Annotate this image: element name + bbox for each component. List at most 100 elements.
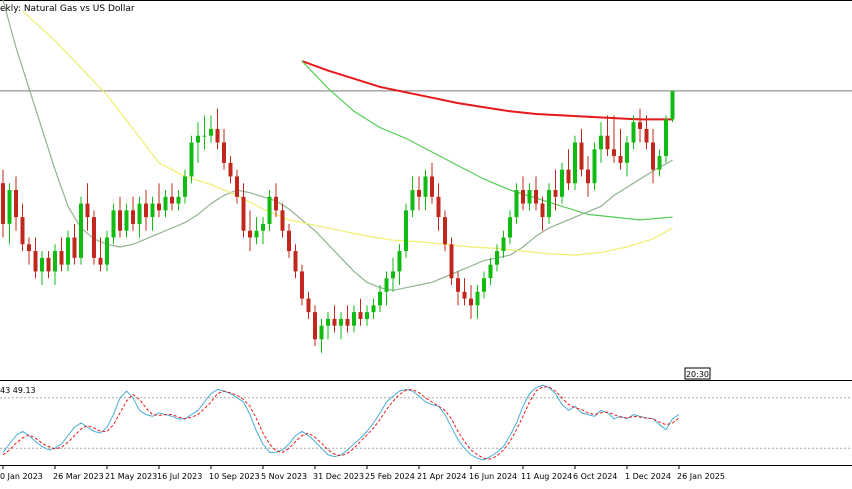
candle-body bbox=[397, 251, 402, 272]
candle-body bbox=[560, 169, 564, 197]
candle bbox=[579, 128, 584, 177]
candle bbox=[248, 210, 252, 252]
candle bbox=[20, 203, 25, 252]
candle bbox=[365, 305, 369, 326]
candle-body bbox=[644, 128, 649, 143]
candle-body bbox=[124, 210, 129, 231]
candle-body bbox=[534, 190, 538, 204]
time-badge-box bbox=[684, 367, 711, 380]
candle bbox=[339, 312, 343, 340]
x-axis-tick-label: 31 Dec 2023 bbox=[313, 472, 364, 481]
moving-average-line-red bbox=[301, 60, 673, 121]
candle bbox=[222, 128, 226, 170]
candle-body bbox=[118, 210, 122, 231]
candle-body bbox=[196, 135, 200, 143]
candle-body bbox=[566, 169, 571, 184]
candle bbox=[475, 285, 480, 319]
candle-body bbox=[261, 223, 265, 231]
candle bbox=[326, 312, 330, 340]
candle bbox=[378, 285, 382, 313]
candle-body bbox=[436, 196, 441, 218]
candle-body bbox=[527, 190, 532, 204]
candle-body bbox=[202, 135, 207, 137]
candle bbox=[514, 183, 519, 224]
candle bbox=[131, 196, 135, 231]
candle bbox=[547, 183, 551, 224]
candle-body bbox=[430, 176, 434, 197]
candle-body bbox=[345, 318, 350, 326]
x-axis-tick-label: 16 Jul 2023 bbox=[157, 472, 202, 481]
candle-body bbox=[618, 156, 623, 163]
stochastic-pane[interactable]: 43 49.13 bbox=[0, 384, 852, 466]
candle bbox=[631, 115, 636, 150]
candle-body bbox=[7, 190, 12, 224]
candle bbox=[384, 271, 389, 306]
x-axis-tick-label: 6 Oct 2024 bbox=[573, 472, 617, 481]
candle-body bbox=[664, 119, 668, 157]
candle-body bbox=[241, 196, 246, 231]
candle-body bbox=[319, 325, 324, 340]
candle bbox=[27, 237, 31, 265]
time-badge: 20:30 bbox=[684, 367, 711, 380]
candle bbox=[430, 162, 434, 204]
candle bbox=[306, 291, 311, 319]
candle bbox=[638, 108, 642, 143]
candle bbox=[235, 169, 239, 204]
candle bbox=[332, 305, 337, 333]
x-axis-tick-label: 1 Dec 2024 bbox=[625, 472, 671, 481]
candle bbox=[118, 196, 122, 238]
candle bbox=[534, 176, 538, 211]
candle-body bbox=[365, 312, 369, 319]
candle-body bbox=[495, 251, 499, 265]
candle-body bbox=[306, 298, 311, 313]
moving-average-line-green bbox=[301, 60, 673, 221]
candle-body bbox=[378, 291, 382, 306]
candle-body bbox=[14, 190, 18, 218]
candle bbox=[241, 183, 246, 238]
candle bbox=[33, 237, 38, 279]
x-axis-tick-label: 5 Nov 2023 bbox=[261, 472, 307, 481]
candle bbox=[612, 115, 616, 163]
candle-body bbox=[501, 237, 506, 252]
candle-body bbox=[404, 210, 408, 252]
candle bbox=[59, 237, 64, 272]
candle bbox=[495, 244, 499, 272]
candle bbox=[137, 196, 142, 238]
moving-average-line-yellow bbox=[22, 10, 673, 256]
candle bbox=[482, 271, 486, 299]
candle bbox=[254, 217, 259, 245]
x-axis-tick-label: 21 Apr 2024 bbox=[417, 472, 466, 481]
x-axis-tick-label: 16 Jun 2024 bbox=[469, 472, 517, 481]
main-price-pane[interactable]: ekly: Natural Gas vs US Dollar 20:30 bbox=[0, 0, 852, 381]
candle-body bbox=[631, 122, 636, 143]
candle bbox=[293, 244, 298, 279]
candle-body bbox=[92, 217, 96, 258]
candle-body bbox=[66, 237, 70, 265]
candle bbox=[566, 149, 571, 190]
candle bbox=[157, 183, 161, 218]
candle bbox=[371, 298, 376, 319]
candle bbox=[358, 298, 363, 326]
stochastic-main-line bbox=[2, 384, 680, 461]
candle bbox=[124, 203, 129, 238]
candle-body bbox=[98, 257, 103, 265]
candle bbox=[436, 183, 441, 231]
candle-body bbox=[150, 203, 155, 218]
candle bbox=[170, 183, 174, 211]
candle bbox=[644, 115, 649, 150]
candle bbox=[345, 305, 350, 333]
candle bbox=[53, 244, 57, 285]
candle-body bbox=[53, 251, 57, 272]
x-axis-tick-label: 21 May 2023 bbox=[105, 472, 157, 481]
x-axis-tick-label: 0 Jan 2023 bbox=[0, 472, 43, 481]
candle-body bbox=[215, 128, 220, 143]
candle bbox=[40, 251, 44, 285]
candle bbox=[670, 90, 675, 123]
candle-body bbox=[475, 291, 480, 306]
candle bbox=[391, 257, 395, 292]
candle bbox=[657, 149, 662, 177]
candle-body bbox=[332, 318, 337, 326]
candle-body bbox=[651, 142, 655, 170]
